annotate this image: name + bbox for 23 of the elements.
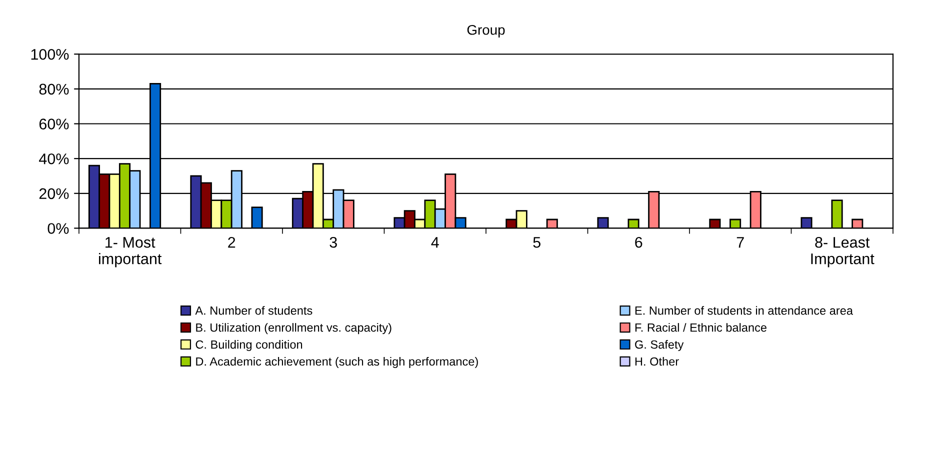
legend-label: E. Number of students in attendance area xyxy=(635,306,853,315)
chart-title: Group xyxy=(467,24,505,38)
legend-label: B. Utilization (enrollment vs. capacity) xyxy=(196,323,392,334)
x-tick-label: 5 xyxy=(533,237,540,248)
legend-label: F. Racial / Ethnic balance xyxy=(635,323,766,332)
legend-label: C. Building condition xyxy=(196,340,302,352)
x-tick-label: 8- Least Important xyxy=(811,236,874,268)
x-tick-label: 6 xyxy=(635,236,642,248)
x-tick-label: 4 xyxy=(431,237,439,248)
x-tick-label: 1- Most important xyxy=(99,237,162,268)
legend-label: A. Number of students xyxy=(195,306,312,315)
x-tick-label: 2 xyxy=(228,236,236,248)
y-tick-label: 100% xyxy=(31,48,69,60)
y-tick-label: 40% xyxy=(39,153,69,164)
y-tick-label: 20% xyxy=(39,188,69,200)
legend-label: H. Other xyxy=(635,357,679,366)
y-tick-label: 0% xyxy=(48,223,69,234)
legend-label: D. Academic achievement (such as high performance) xyxy=(196,357,478,368)
y-tick-label: 60% xyxy=(39,118,69,130)
y-tick-label: 80% xyxy=(39,84,69,95)
x-tick-label: 7 xyxy=(736,237,744,248)
legend-label: G. Safety xyxy=(635,340,684,352)
x-tick-label: 3 xyxy=(330,236,337,248)
